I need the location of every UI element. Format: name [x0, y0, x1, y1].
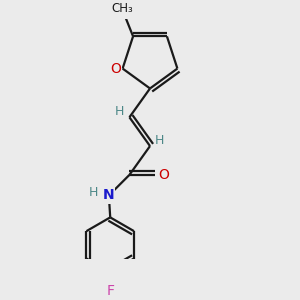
Text: N: N — [102, 188, 114, 203]
Text: O: O — [110, 61, 121, 76]
Text: H: H — [89, 186, 98, 199]
Text: O: O — [158, 168, 169, 182]
Text: CH₃: CH₃ — [111, 2, 133, 15]
Text: H: H — [155, 134, 164, 147]
Text: H: H — [115, 105, 124, 118]
Text: F: F — [106, 284, 114, 298]
